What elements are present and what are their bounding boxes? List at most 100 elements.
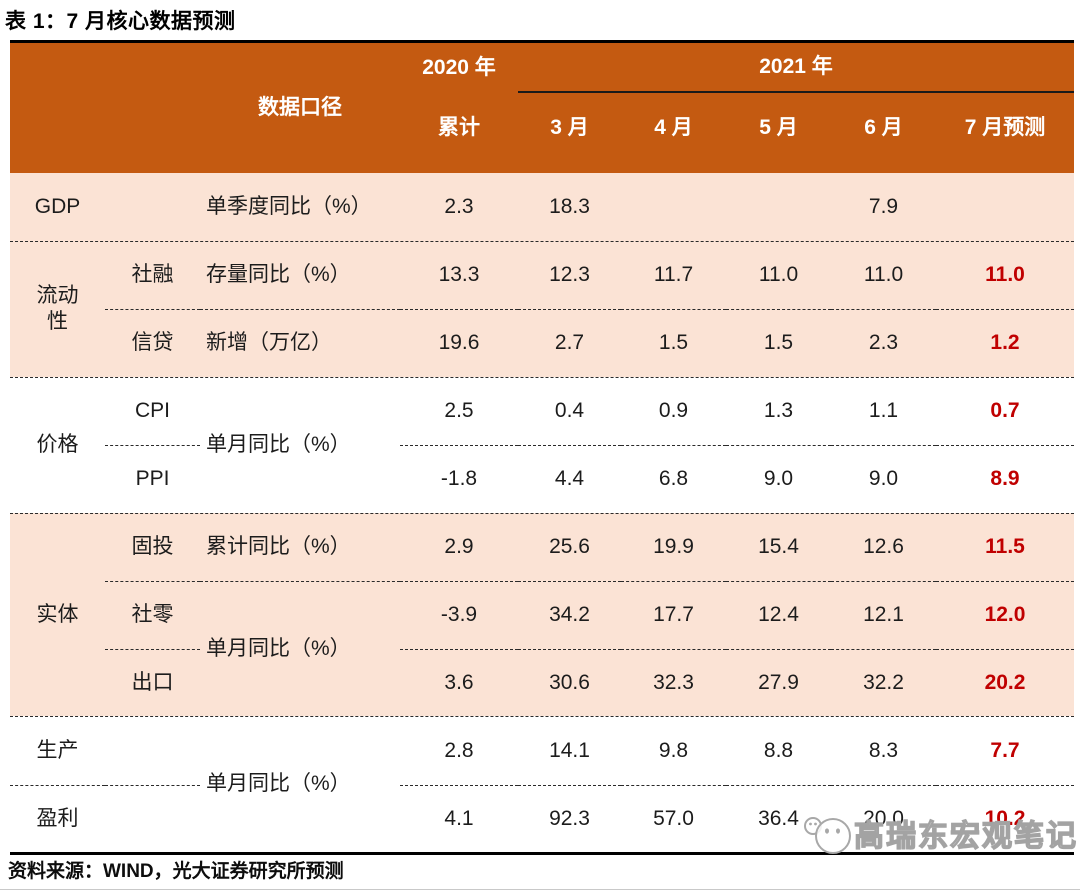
subcategory-cell: 社零	[105, 581, 200, 649]
block-liquidity: 流动 性 社融 存量同比（%） 13.3 12.3 11.7 11.0 11.0…	[10, 240, 1074, 377]
caliber-cell: 单季度同比（%）	[206, 194, 372, 218]
value-cell: 2.9	[444, 535, 474, 559]
subcategory-cell: 社融	[131, 263, 174, 287]
value-cell: 1.3	[763, 399, 794, 423]
value-cell: 32.2	[831, 648, 936, 717]
value-cell: 4.1	[400, 784, 518, 853]
value-cell: 4.4	[518, 445, 621, 513]
value-cell: 13.3	[438, 263, 480, 287]
value-cell: 15.4	[758, 535, 799, 559]
value-cell: 25.6	[549, 535, 590, 559]
category-cell: 生产	[36, 738, 79, 762]
forecast-value-cell: 8.9	[936, 445, 1074, 513]
forecast-table: 数据口径 2020 年 累计 2021 年 3 月 4 月 5 月 6 月 7 …	[10, 40, 1074, 855]
table-title: 表 1：7 月核心数据预测	[5, 10, 236, 33]
column-header-2021: 2021 年	[518, 43, 1074, 93]
category-cell: 价格	[36, 432, 79, 456]
caliber-cell: 新增（万亿）	[200, 309, 400, 377]
forecast-value-cell: 7.7	[990, 738, 1020, 762]
forecast-value-cell: 1.2	[936, 309, 1074, 377]
forecast-value-cell: 0.7	[990, 399, 1020, 423]
column-header-month-may: 5 月	[759, 115, 798, 139]
watermark-label: 高瑞东宏观笔记	[853, 819, 1078, 853]
block-price: 价格 单月同比（%） CPI 2.5 0.4 0.9 1.3 1.1 0.7 P…	[10, 376, 1074, 513]
value-cell: 19.6	[400, 309, 518, 377]
table-header: 数据口径 2020 年 累计 2021 年 3 月 4 月 5 月 6 月 7 …	[10, 43, 1074, 173]
category-line2: 性	[47, 310, 68, 333]
value-cell: 3.6	[400, 648, 518, 717]
value-cell: 2.3	[444, 194, 474, 218]
value-cell: 1.1	[868, 399, 899, 423]
value-cell: 19.9	[653, 535, 694, 559]
value-cell: 27.9	[726, 648, 831, 717]
forecast-value-cell	[936, 173, 1074, 241]
forecast-value-cell: 10.2	[936, 784, 1074, 853]
value-cell: 34.2	[518, 581, 621, 649]
value-cell: 0.9	[658, 399, 689, 423]
caliber-cell: 存量同比（%）	[206, 263, 351, 287]
value-cell: 92.3	[518, 784, 621, 853]
value-cell: 32.3	[621, 648, 726, 717]
subcategory-cell: PPI	[105, 445, 200, 513]
value-cell	[726, 173, 831, 241]
forecast-value-cell: 11.0	[985, 263, 1025, 287]
column-header-caliber: 数据口径	[258, 95, 342, 119]
value-cell: 2.5	[444, 399, 474, 423]
forecast-value-cell: 20.2	[936, 648, 1074, 717]
source-note: 资料来源：WIND，光大证券研究所预测	[8, 861, 344, 882]
value-cell: 6.8	[621, 445, 726, 513]
value-cell: 1.5	[621, 309, 726, 377]
column-header-month-jul-forecast: 7 月预测	[964, 115, 1046, 139]
value-cell: 8.8	[763, 738, 794, 762]
value-cell: 11.0	[758, 263, 799, 287]
block-production-profit: 生产 单月同比（%） 2.8 14.1 9.8 8.8 8.3 7.7 盈利 4…	[10, 716, 1074, 852]
value-cell: 11.7	[653, 263, 694, 287]
value-cell: -1.8	[400, 445, 518, 513]
column-header-month-jun: 6 月	[864, 115, 903, 139]
caliber-cell: 单月同比（%）	[206, 772, 351, 796]
value-cell: 8.3	[868, 738, 899, 762]
value-cell: 30.6	[518, 648, 621, 717]
value-cell	[621, 173, 726, 241]
empty-cell	[105, 784, 200, 853]
value-cell: 18.3	[549, 194, 590, 218]
wechat-logo-icon	[804, 817, 851, 854]
subcategory-cell: 出口	[105, 648, 200, 717]
value-cell: 9.8	[658, 738, 689, 762]
category-cell: GDP	[34, 194, 81, 218]
bottom-divider	[0, 889, 1080, 890]
forecast-value-cell: 12.0	[936, 581, 1074, 649]
value-cell: 12.1	[831, 581, 936, 649]
caliber-cell: 单月同比（%）	[200, 581, 400, 716]
category-cell: 盈利	[10, 784, 105, 853]
subcategory-cell: 信贷	[105, 309, 200, 377]
value-cell: 12.4	[726, 581, 831, 649]
value-cell: -3.9	[400, 581, 518, 649]
value-cell: 9.0	[726, 445, 831, 513]
caliber-cell: 单月同比（%）	[206, 432, 351, 456]
subcategory-cell: 固投	[131, 535, 174, 559]
empty-cell	[105, 717, 200, 785]
column-header-month-apr: 4 月	[654, 115, 693, 139]
value-cell: 2.3	[831, 309, 936, 377]
category-cell: 实体	[36, 602, 79, 626]
value-cell: 14.1	[549, 738, 590, 762]
value-cell: 7.9	[868, 194, 899, 218]
column-header-month-mar: 3 月	[550, 115, 589, 139]
column-header-2020-line1: 2020 年	[422, 55, 496, 79]
value-cell: 9.0	[831, 445, 936, 513]
block-real-economy: 实体 固投 累计同比（%） 2.9 25.6 19.9 15.4 12.6 11…	[10, 512, 1074, 717]
value-cell: 12.3	[549, 263, 590, 287]
category-cell: 流动 性	[10, 242, 105, 377]
value-cell: 57.0	[621, 784, 726, 853]
value-cell: 2.8	[444, 738, 474, 762]
column-header-2020-line2: 累计	[438, 115, 480, 139]
value-cell: 0.4	[554, 399, 585, 423]
value-cell: 20.0	[831, 784, 936, 853]
value-cell: 17.7	[621, 581, 726, 649]
category-line1: 流动	[36, 283, 79, 307]
watermark: 高瑞东宏观笔记	[801, 810, 1078, 856]
value-cell: 12.6	[863, 535, 904, 559]
value-cell: 2.7	[518, 309, 621, 377]
value-cell: 36.4	[726, 784, 831, 853]
